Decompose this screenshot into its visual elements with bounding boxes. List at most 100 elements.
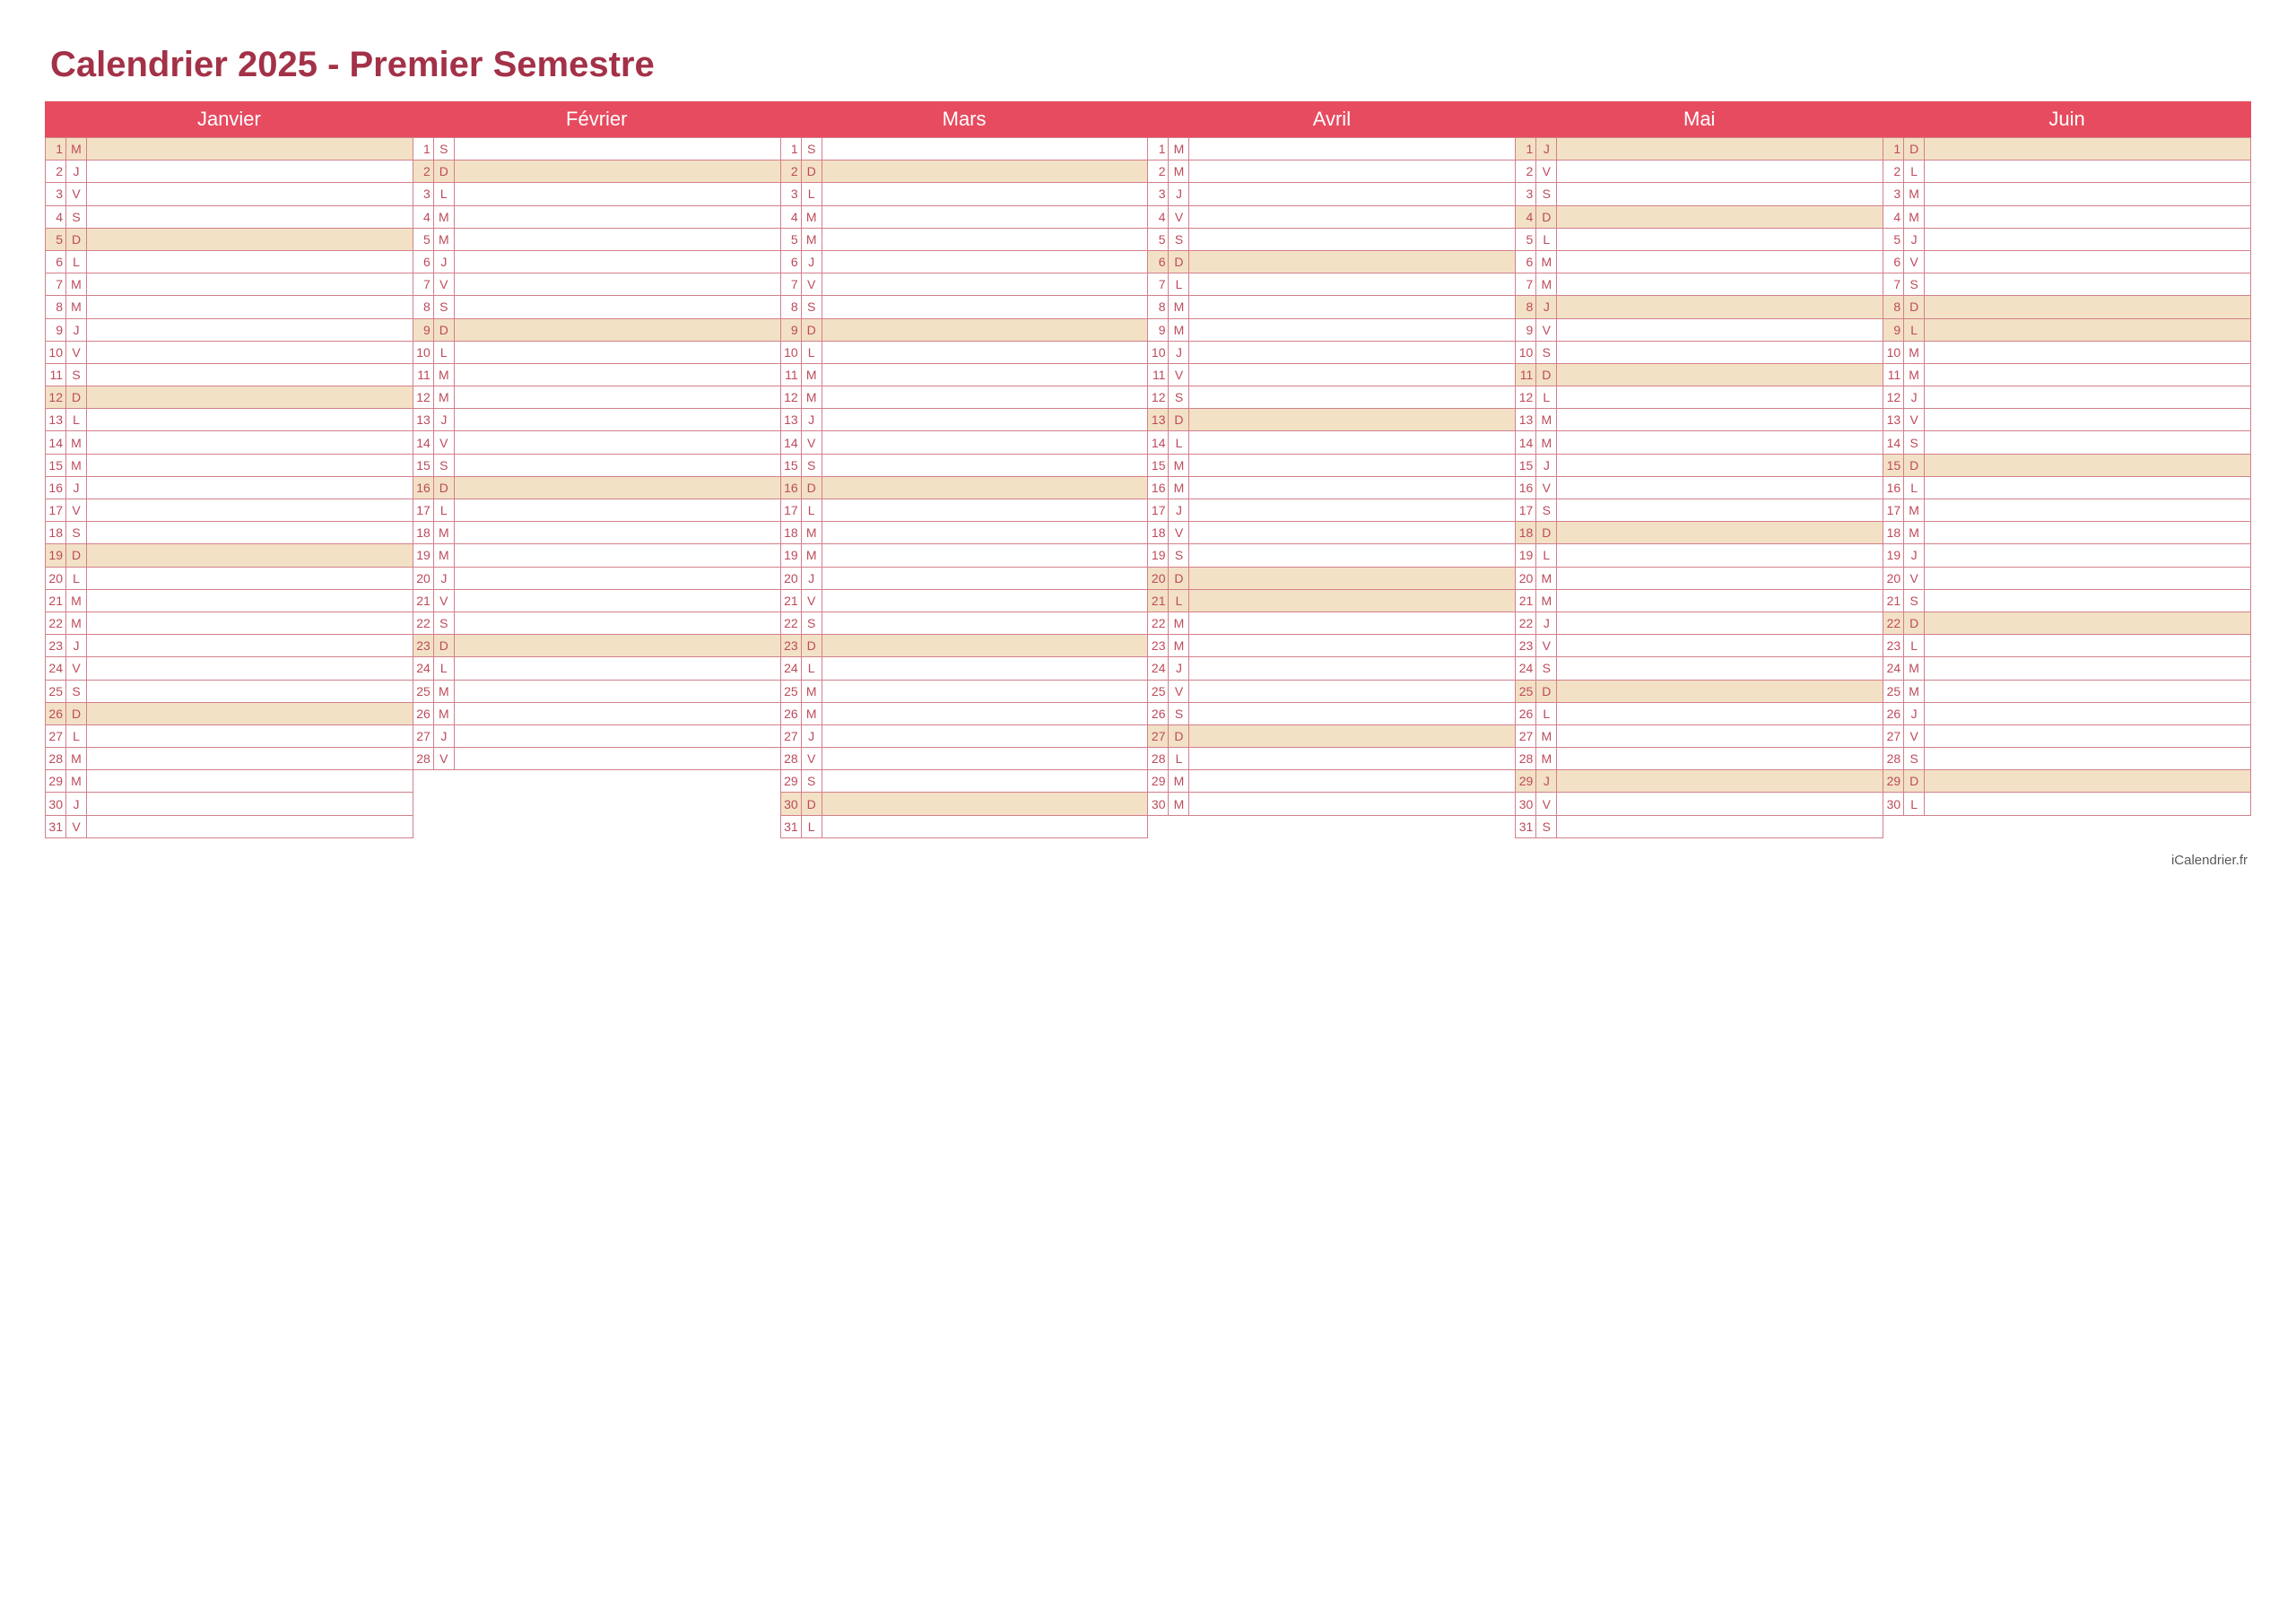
day-row: 8M [1147,296,1516,318]
day-of-week: L [801,182,822,205]
day-note [1924,250,2251,273]
day-of-week: S [1903,747,1925,770]
day-number: 22 [413,612,434,635]
day-of-week: D [801,634,822,657]
day-row: 20J [413,568,781,590]
month-header: Mai [1515,101,1883,138]
day-number: 28 [1515,747,1536,770]
day-number: 10 [1147,341,1169,364]
day-of-week: M [433,680,455,703]
day-of-week: D [1903,454,1925,477]
day-number: 27 [1515,724,1536,748]
day-of-week: M [801,228,822,251]
day-row: 14S [1883,431,2251,454]
day-number: 25 [1515,680,1536,703]
day-note [86,792,413,815]
day-row: 3L [413,183,781,205]
day-number: 2 [413,160,434,183]
day-number: 27 [413,724,434,748]
day-note [454,386,781,409]
day-of-week: J [1903,228,1925,251]
day-row: 7V [413,273,781,296]
day-of-week: M [65,769,87,793]
day-note [1924,205,2251,229]
day-row: 12D [45,386,413,409]
day-of-week: M [1535,273,1557,296]
day-of-week: M [1535,250,1557,273]
day-row: 10S [1515,342,1883,364]
day-number: 9 [1515,318,1536,342]
day-note [86,408,413,431]
day-note [1924,273,2251,296]
day-of-week: M [1168,318,1189,342]
day-of-week: M [65,612,87,635]
day-note [822,430,1149,454]
day-of-week: L [801,341,822,364]
day-row: 31V [45,816,413,838]
day-note [1924,363,2251,386]
day-note [1556,815,1883,838]
day-of-week: M [1903,521,1925,544]
day-of-week: V [433,430,455,454]
day-row: 28L [1147,748,1516,770]
day-of-week: D [801,476,822,499]
day-note [1188,656,1516,680]
day-of-week: V [1168,363,1189,386]
day-of-week: V [1903,408,1925,431]
day-number: 15 [413,454,434,477]
day-of-week: L [801,499,822,522]
day-of-week: L [1903,318,1925,342]
day-note [454,454,781,477]
day-note [86,521,413,544]
day-number: 27 [1147,724,1169,748]
day-number: 17 [45,499,66,522]
day-note [86,589,413,612]
day-number: 3 [780,182,802,205]
day-row: 18V [1147,522,1516,544]
day-number: 5 [1883,228,1904,251]
day-of-week: L [65,408,87,431]
day-note [822,273,1149,296]
day-row: 16V [1515,477,1883,499]
day-number: 3 [413,182,434,205]
day-number: 15 [780,454,802,477]
day-note [1556,724,1883,748]
day-row: 6V [1883,251,2251,273]
day-row: 18M [413,522,781,544]
day-row: 8J [1515,296,1883,318]
day-of-week: V [433,589,455,612]
day-number: 29 [1515,769,1536,793]
day-of-week: S [65,680,87,703]
day-row: 10L [413,342,781,364]
day-of-week: V [1168,680,1189,703]
day-number: 17 [1147,499,1169,522]
day-number: 18 [413,521,434,544]
day-row: 3S [1515,183,1883,205]
day-number: 7 [45,273,66,296]
day-of-week: M [801,205,822,229]
day-row: 7M [1515,273,1883,296]
day-of-week: J [1535,137,1557,160]
day-number: 18 [45,521,66,544]
month-header: Janvier [45,101,413,138]
month-header: Juin [1883,101,2251,138]
day-number: 13 [1883,408,1904,431]
day-number: 17 [1515,499,1536,522]
day-number: 5 [413,228,434,251]
day-note [822,747,1149,770]
day-note [1188,408,1516,431]
day-number: 5 [780,228,802,251]
day-note [1188,680,1516,703]
day-of-week: D [65,386,87,409]
day-row: 2D [780,160,1149,183]
day-of-week: D [1535,205,1557,229]
day-number: 25 [45,680,66,703]
day-note [86,182,413,205]
day-of-week: J [1535,769,1557,793]
day-of-week: V [1903,250,1925,273]
day-note [1188,589,1516,612]
day-number: 28 [1883,747,1904,770]
day-row: 30V [1515,793,1883,815]
day-of-week: M [1535,567,1557,590]
day-of-week: V [1903,567,1925,590]
